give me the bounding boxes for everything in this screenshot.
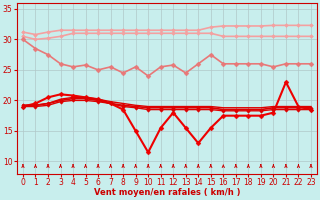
X-axis label: Vent moyen/en rafales ( km/h ): Vent moyen/en rafales ( km/h ) bbox=[94, 188, 240, 197]
